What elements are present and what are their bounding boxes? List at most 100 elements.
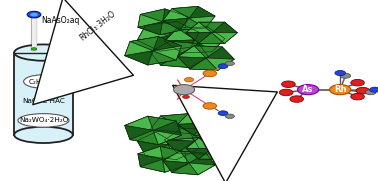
- Text: NaOAC·HAC: NaOAC·HAC: [22, 98, 65, 104]
- Polygon shape: [160, 22, 185, 35]
- Ellipse shape: [23, 75, 63, 88]
- Polygon shape: [137, 130, 168, 145]
- Polygon shape: [212, 138, 237, 148]
- Polygon shape: [146, 22, 177, 36]
- Polygon shape: [150, 116, 180, 129]
- Polygon shape: [153, 37, 181, 51]
- Polygon shape: [169, 41, 198, 54]
- Polygon shape: [168, 134, 199, 149]
- Polygon shape: [212, 148, 237, 159]
- Polygon shape: [206, 111, 234, 123]
- Polygon shape: [189, 16, 215, 28]
- Circle shape: [183, 95, 189, 98]
- Polygon shape: [199, 33, 225, 43]
- Polygon shape: [137, 36, 168, 51]
- Circle shape: [330, 85, 351, 95]
- Polygon shape: [206, 122, 234, 134]
- Polygon shape: [194, 123, 222, 135]
- Circle shape: [351, 79, 364, 86]
- Polygon shape: [199, 148, 225, 159]
- Circle shape: [27, 11, 41, 18]
- Polygon shape: [168, 22, 199, 36]
- Circle shape: [351, 93, 364, 100]
- Polygon shape: [178, 46, 206, 58]
- Polygon shape: [180, 54, 209, 68]
- Polygon shape: [186, 148, 212, 159]
- Polygon shape: [177, 141, 208, 154]
- Polygon shape: [150, 41, 180, 54]
- Polygon shape: [163, 9, 189, 20]
- Circle shape: [218, 64, 228, 68]
- Polygon shape: [178, 123, 206, 135]
- Polygon shape: [137, 141, 168, 156]
- Circle shape: [203, 103, 217, 109]
- Circle shape: [225, 114, 234, 118]
- Polygon shape: [163, 151, 189, 163]
- Circle shape: [218, 111, 228, 115]
- Polygon shape: [148, 116, 176, 130]
- Polygon shape: [189, 6, 215, 18]
- Polygon shape: [169, 127, 198, 140]
- Ellipse shape: [14, 127, 73, 143]
- Polygon shape: [140, 159, 165, 172]
- Polygon shape: [182, 40, 212, 53]
- Text: C₂H₆NCl: C₂H₆NCl: [29, 79, 58, 85]
- Polygon shape: [180, 44, 209, 57]
- Text: Na₂WO₄·2H₂O: Na₂WO₄·2H₂O: [19, 117, 68, 123]
- Polygon shape: [186, 138, 212, 148]
- Polygon shape: [163, 18, 189, 30]
- Polygon shape: [180, 18, 206, 30]
- Polygon shape: [172, 163, 198, 175]
- Polygon shape: [146, 145, 177, 160]
- Circle shape: [370, 87, 378, 92]
- Polygon shape: [180, 124, 209, 138]
- Polygon shape: [172, 6, 198, 18]
- Polygon shape: [206, 58, 234, 70]
- Ellipse shape: [18, 114, 69, 127]
- Polygon shape: [14, 53, 73, 135]
- Polygon shape: [190, 111, 218, 123]
- Polygon shape: [195, 141, 225, 154]
- Polygon shape: [199, 138, 225, 148]
- Text: Rh: Rh: [334, 85, 347, 94]
- Polygon shape: [138, 146, 163, 159]
- FancyArrowPatch shape: [173, 85, 277, 181]
- Circle shape: [282, 81, 295, 87]
- Polygon shape: [153, 130, 181, 145]
- Text: RhCl₃·3H₂O: RhCl₃·3H₂O: [78, 9, 117, 43]
- Polygon shape: [164, 128, 195, 141]
- Circle shape: [340, 73, 351, 78]
- Polygon shape: [163, 9, 187, 22]
- Polygon shape: [186, 33, 212, 43]
- Polygon shape: [206, 47, 234, 59]
- Polygon shape: [125, 51, 153, 65]
- Polygon shape: [163, 16, 187, 29]
- Circle shape: [366, 90, 376, 95]
- Circle shape: [356, 87, 370, 94]
- Polygon shape: [199, 22, 225, 33]
- Polygon shape: [164, 140, 195, 153]
- Polygon shape: [130, 130, 158, 145]
- Circle shape: [30, 13, 38, 16]
- Circle shape: [297, 85, 319, 95]
- Polygon shape: [180, 113, 209, 127]
- Polygon shape: [178, 57, 206, 69]
- Polygon shape: [195, 129, 225, 142]
- Polygon shape: [153, 46, 181, 60]
- Polygon shape: [161, 54, 190, 68]
- Ellipse shape: [14, 127, 73, 143]
- Circle shape: [279, 89, 293, 96]
- Polygon shape: [160, 146, 185, 159]
- Polygon shape: [189, 153, 215, 165]
- Polygon shape: [194, 46, 222, 58]
- Polygon shape: [164, 28, 195, 41]
- Polygon shape: [150, 52, 180, 65]
- Ellipse shape: [14, 45, 73, 61]
- Polygon shape: [125, 116, 153, 130]
- Polygon shape: [161, 113, 190, 127]
- Polygon shape: [140, 9, 165, 22]
- FancyArrowPatch shape: [33, 0, 133, 105]
- Polygon shape: [138, 22, 163, 35]
- Polygon shape: [125, 125, 153, 140]
- Circle shape: [203, 70, 217, 77]
